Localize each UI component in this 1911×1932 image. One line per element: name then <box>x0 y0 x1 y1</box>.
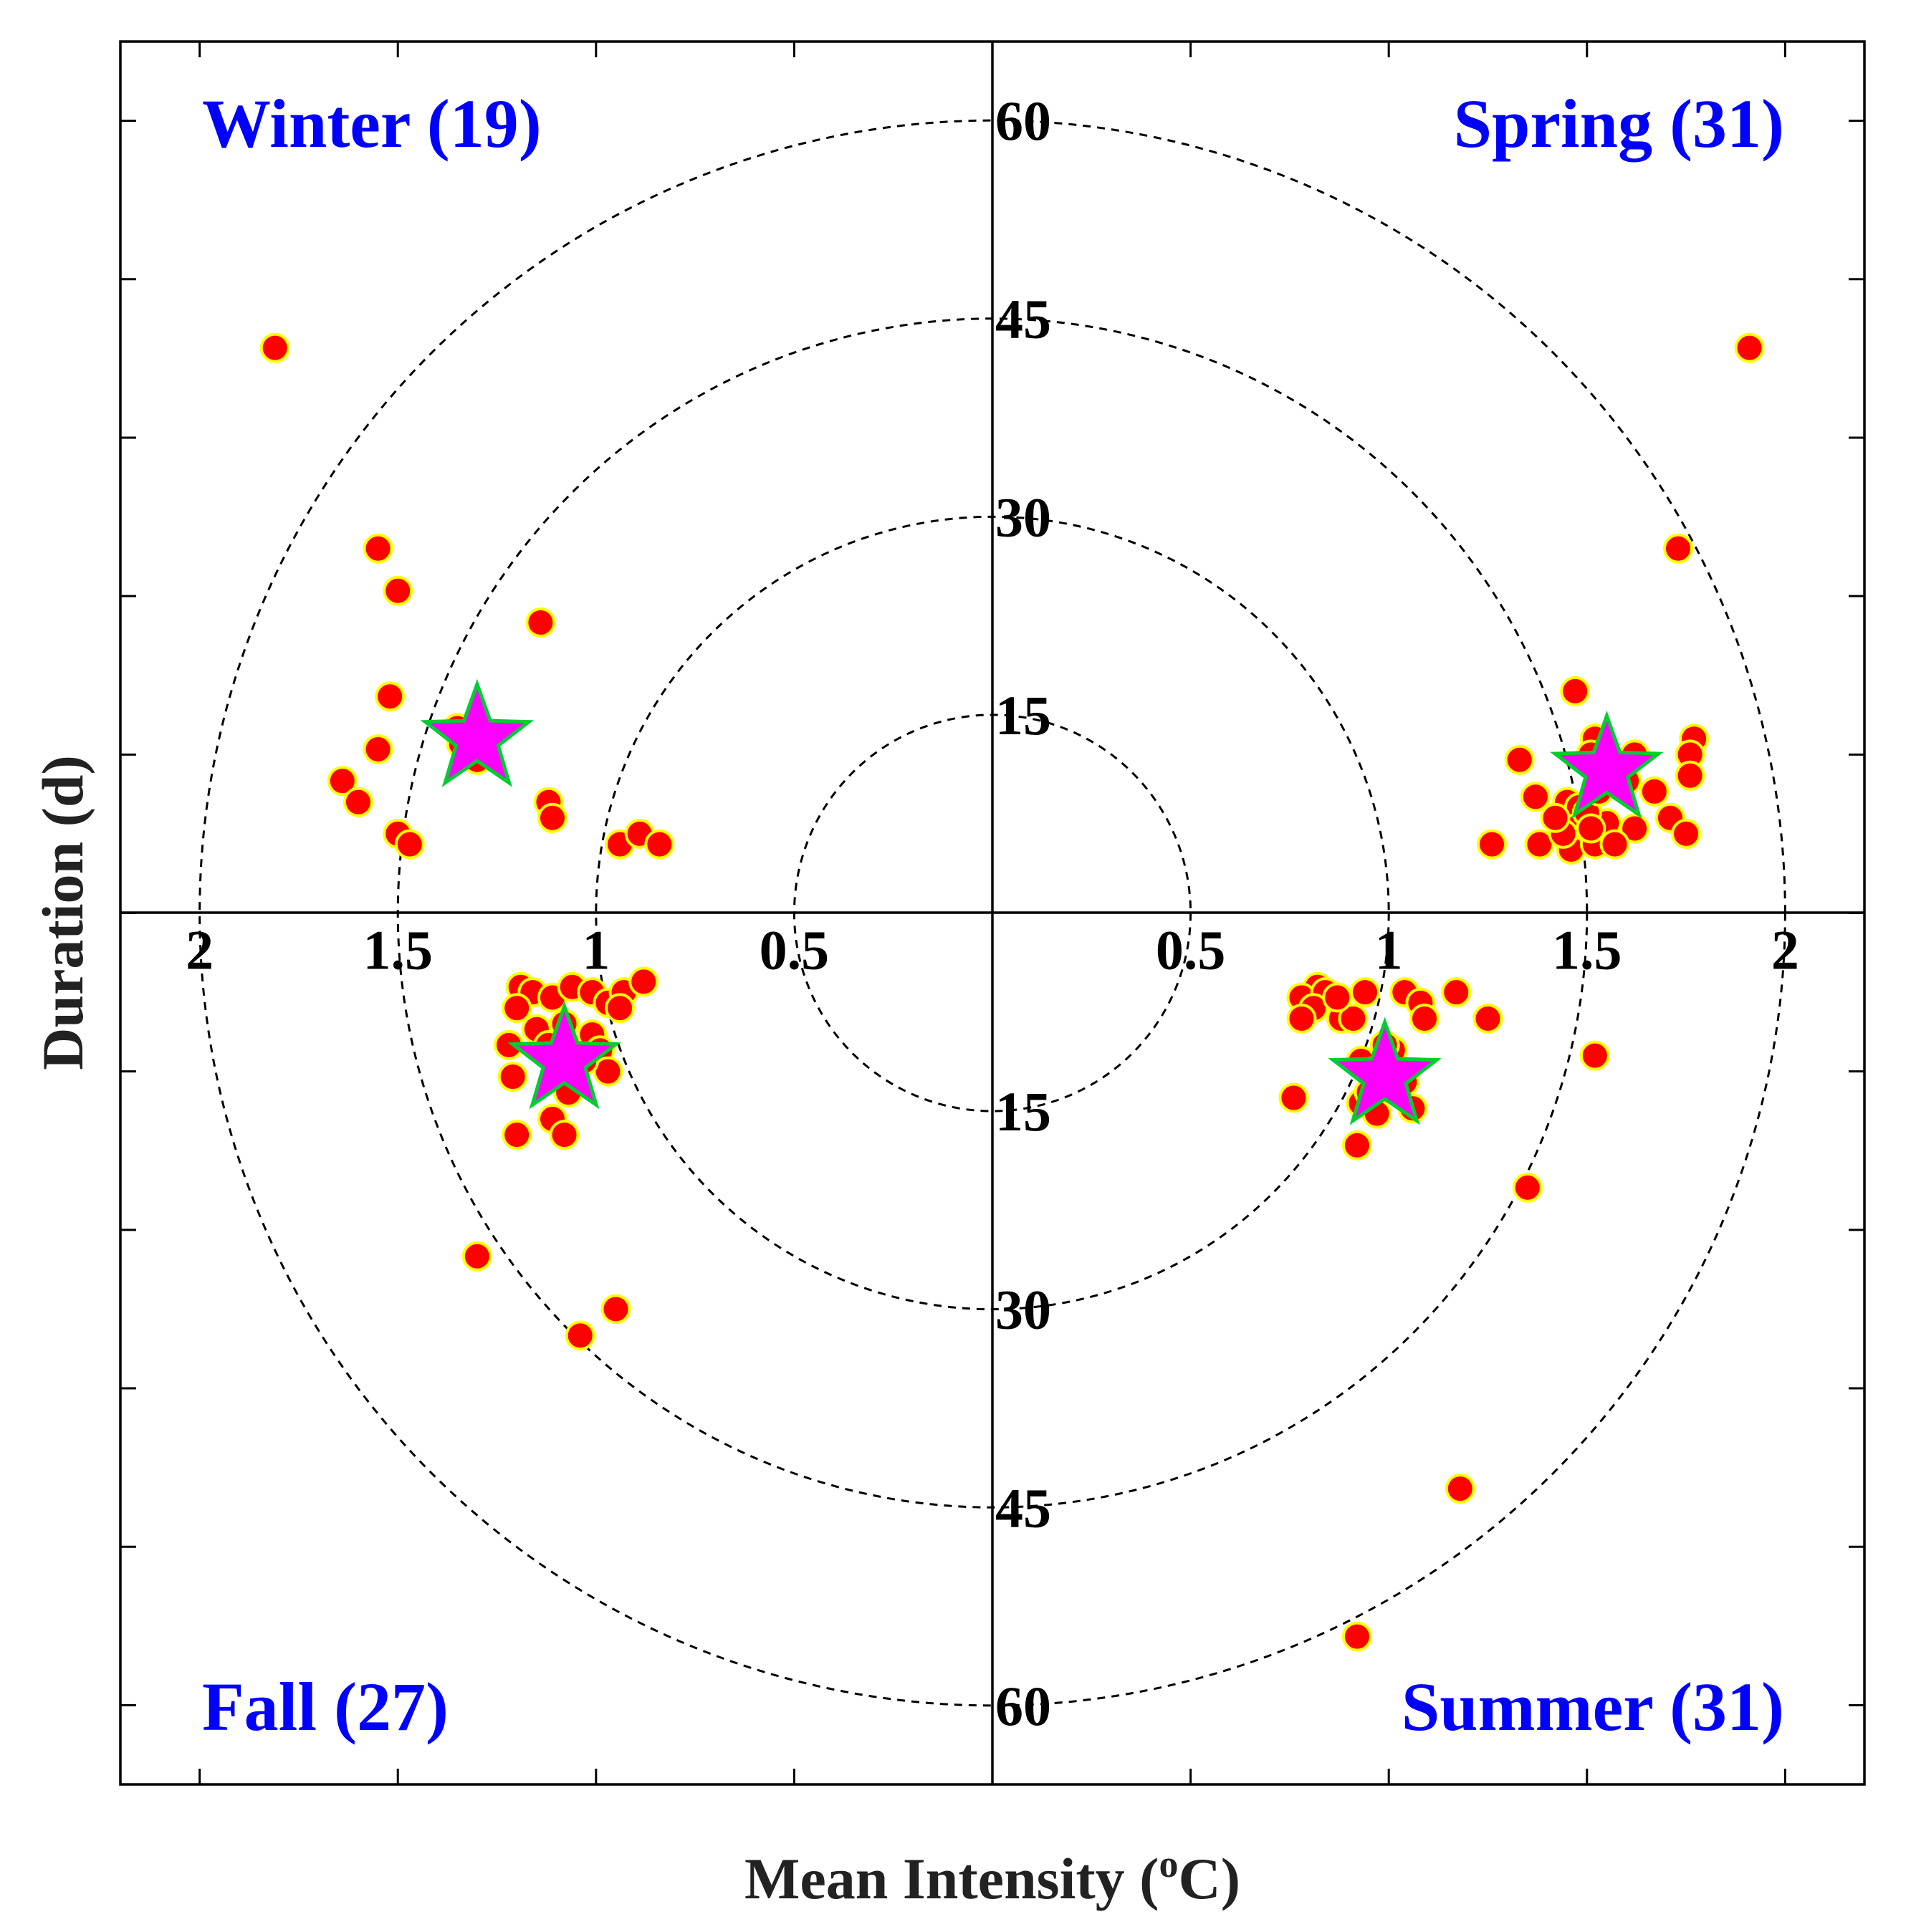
point-winter <box>363 734 393 764</box>
x-tick-label: 1 <box>582 919 610 981</box>
point-fall <box>605 993 636 1024</box>
centroid-stars <box>420 678 1664 1125</box>
point-summer <box>1322 982 1353 1013</box>
point-summer <box>1341 1130 1372 1160</box>
ring-duration-labels: 15 15 30 30 45 45 60 60 <box>995 90 1051 1737</box>
point-spring <box>1671 818 1702 849</box>
x-tick-label: 1 <box>1375 919 1403 981</box>
point-fall <box>502 993 532 1024</box>
point-spring <box>1619 813 1650 844</box>
quadrant-label-winter: Winter (19) <box>202 85 542 162</box>
point-spring <box>1477 829 1508 860</box>
x-tick-label: 2 <box>186 919 214 981</box>
point-summer <box>1409 1003 1440 1034</box>
point-spring <box>1576 813 1606 844</box>
x-tick-label: 0.5 <box>1156 919 1226 981</box>
point-winter <box>525 607 556 638</box>
ring-label-top-60: 60 <box>995 90 1051 152</box>
ring-label-top-15: 15 <box>995 684 1051 746</box>
point-winter <box>375 681 406 712</box>
x-tick-label: 1.5 <box>1552 919 1622 981</box>
point-summer <box>1441 977 1472 1008</box>
point-summer <box>1341 1621 1372 1652</box>
point-summer <box>1579 1040 1610 1071</box>
ring-label-bottom-45: 45 <box>995 1476 1051 1539</box>
point-summer <box>1512 1172 1543 1203</box>
point-winter <box>259 332 290 363</box>
point-spring <box>1504 744 1535 775</box>
tick-marks <box>120 42 1864 1784</box>
point-fall <box>502 1120 532 1150</box>
centroid-star-spring <box>1550 710 1664 819</box>
point-fall <box>497 1062 528 1092</box>
point-fall <box>600 1294 631 1325</box>
point-winter <box>383 575 413 606</box>
x-tick-label: 0.5 <box>760 919 830 981</box>
point-summer <box>1278 1082 1309 1113</box>
point-fall <box>461 1241 492 1272</box>
point-spring <box>1520 782 1551 812</box>
ring-label-bottom-15: 15 <box>995 1080 1051 1143</box>
x-axis-title: Mean Intensity (oC) <box>744 1842 1240 1911</box>
point-spring <box>1663 533 1694 564</box>
point-winter <box>343 787 373 817</box>
ring-label-top-30: 30 <box>995 486 1051 548</box>
point-spring <box>1675 760 1705 791</box>
point-winter <box>363 533 393 564</box>
quadrant-label-summer: Summer (31) <box>1402 1668 1784 1745</box>
point-spring <box>1734 332 1765 363</box>
point-winter <box>394 829 425 860</box>
point-spring <box>1560 676 1591 706</box>
ring-label-top-45: 45 <box>995 288 1051 350</box>
y-axis-title: Duration (d) <box>30 755 95 1070</box>
centroid-star-summer <box>1328 1017 1442 1125</box>
point-summer <box>1286 1003 1317 1034</box>
axes <box>119 40 1866 1786</box>
quadrant-label-fall: Fall (27) <box>202 1668 449 1745</box>
point-fall <box>628 966 659 997</box>
point-summer <box>1338 1003 1369 1034</box>
quadrant-label-spring: Spring (31) <box>1454 85 1784 162</box>
point-winter <box>327 766 358 797</box>
point-spring <box>1639 776 1670 807</box>
point-winter <box>537 802 567 833</box>
point-spring <box>1599 829 1630 860</box>
point-spring <box>1540 802 1571 833</box>
point-winter <box>644 829 675 860</box>
point-summer <box>1349 977 1380 1008</box>
centroid-star-winter <box>420 678 535 787</box>
point-fall <box>549 1120 580 1150</box>
centroid-star-fall <box>507 1001 621 1110</box>
x-tick-label: 1.5 <box>363 919 433 981</box>
x-tick-labels: 2 1.5 1 0.5 0.5 1 1.5 2 <box>186 919 1799 981</box>
x-tick-label: 2 <box>1771 919 1799 981</box>
ring-label-bottom-30: 30 <box>995 1279 1051 1341</box>
point-fall <box>565 1320 595 1351</box>
ring-label-bottom-60: 60 <box>995 1675 1051 1737</box>
point-summer <box>1445 1474 1475 1504</box>
point-summer <box>1472 1003 1503 1034</box>
